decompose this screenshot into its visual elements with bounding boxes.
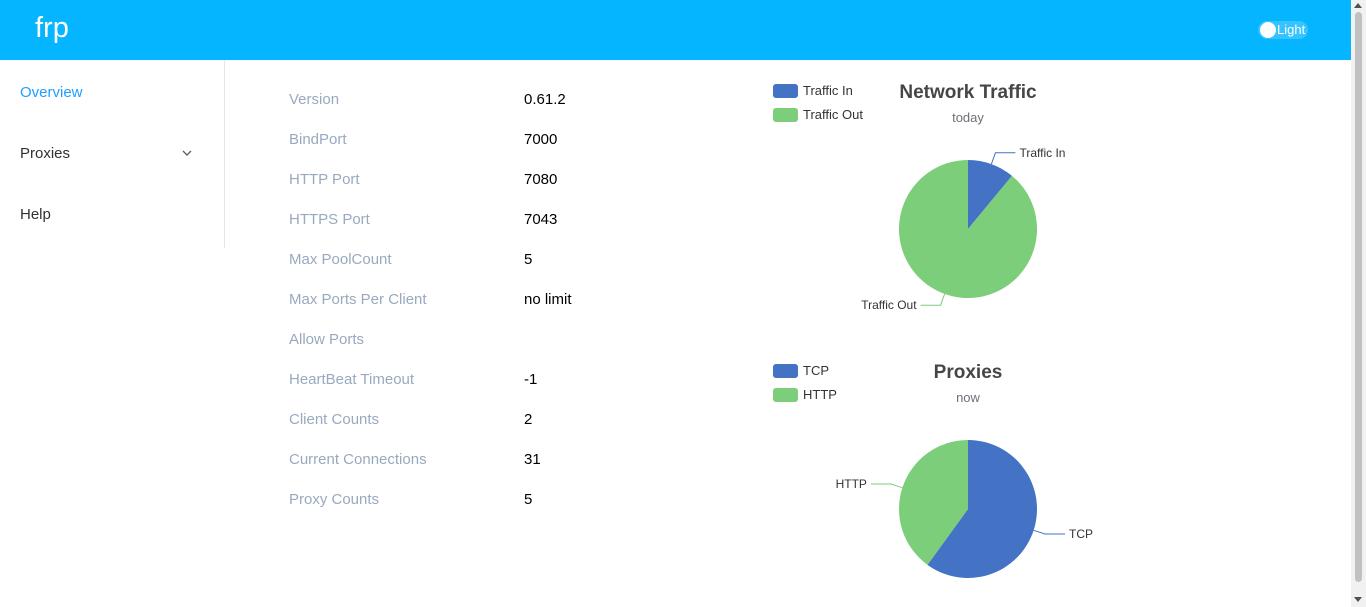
pie-slice-http[interactable] [899,440,968,565]
sidebar-item-overview[interactable]: Overview [20,84,83,101]
info-value: 7043 [524,211,558,228]
label-leader-line [1033,529,1066,535]
legend-swatch [773,388,798,402]
info-label: Client Counts [289,411,380,428]
legend-swatch [773,84,798,98]
info-label: BindPort [289,131,347,148]
label-leader-line [990,152,1016,165]
top-header: frp Light [0,0,1351,60]
info-label: Max PoolCount [289,251,392,268]
theme-toggle[interactable]: Light [1258,21,1308,39]
info-label: Version [289,91,340,108]
pie-slice-tcp[interactable] [927,440,1037,578]
info-value: 0.61.2 [524,91,566,108]
legend-swatch [773,108,798,122]
proxies-pie: TCP HTTP [836,440,1093,578]
sidebar-item-proxies[interactable]: Proxies [20,145,71,162]
info-value: -1 [524,371,538,388]
chart-title: Proxies [933,362,1003,383]
info-value: 31 [524,451,541,468]
info-value: 5 [524,251,533,268]
info-label: Proxy Counts [289,491,380,508]
legend-label: TCP [803,363,829,378]
info-label: Allow Ports [289,331,365,348]
legend-label: Traffic In [803,83,853,98]
pie-slice-label: TCP [1069,527,1093,541]
chart-title: Network Traffic [899,82,1037,103]
pie-slice-traffic-in[interactable] [968,160,1012,229]
network-traffic-pie: Traffic In Traffic Out [861,146,1065,312]
label-leader-line [870,483,903,489]
chart-subtitle: today [952,110,984,125]
legend-label: Traffic Out [803,107,863,122]
pie-slice-label: Traffic Out [861,298,917,312]
chevron-down-icon[interactable] [181,149,193,157]
label-leader-line [920,293,946,306]
pie-slice-label: HTTP [836,477,867,491]
legend-label: HTTP [803,387,837,402]
sidebar-menu: Overview Proxies Help [0,60,225,248]
info-label: HeartBeat Timeout [289,371,415,388]
toggle-knob [1260,22,1276,38]
info-value: no limit [524,291,572,308]
vertical-scrollbar[interactable] [1351,0,1366,607]
info-label: Current Connections [289,451,427,468]
info-value: 2 [524,411,533,428]
info-label: HTTPS Port [289,211,370,228]
scroll-thumb[interactable] [1355,12,1362,582]
info-value: 5 [524,491,533,508]
pie-slice-label: Traffic In [1019,146,1065,160]
info-label: HTTP Port [289,171,360,188]
chart-subtitle: now [956,390,980,405]
theme-label: Light [1277,22,1306,37]
legend-swatch [773,364,798,378]
scroll-up-icon[interactable] [1354,3,1362,8]
scroll-down-icon[interactable] [1354,597,1362,602]
pie-slice-traffic-out[interactable] [899,160,1037,299]
app-logo[interactable]: frp [35,12,69,44]
info-label: Max Ports Per Client [289,291,427,308]
info-value: 7080 [524,171,558,188]
info-value: 7000 [524,131,558,148]
sidebar-item-help[interactable]: Help [20,206,51,223]
